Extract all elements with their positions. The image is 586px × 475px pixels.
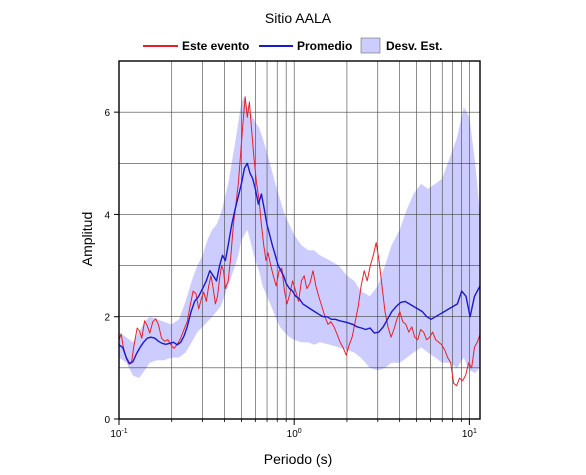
x-tick-label: 100: [287, 428, 302, 440]
series-line-promedio: [118, 162, 481, 365]
y-tick-label: 2: [104, 313, 110, 324]
y-tick-label: 4: [104, 210, 110, 221]
x-tick-label: 101: [462, 428, 477, 440]
series-line-evento: [118, 96, 481, 387]
chart-title: Sitio AALA: [265, 10, 332, 26]
legend-label-promedio: Promedio: [297, 39, 352, 53]
y-tick-label: 6: [104, 108, 110, 119]
legend-swatch-desv: [360, 37, 381, 54]
plot-frame: [118, 60, 481, 420]
y-tick-label: 0: [104, 415, 110, 426]
x-axis-label: Periodo (s): [264, 451, 332, 467]
grid: [119, 61, 480, 419]
plot-area: 0 2 4 6 10-1 100 101: [104, 60, 481, 440]
legend: Este evento Promedio Desv. Est.: [143, 37, 442, 54]
x-tick-label: 10-1: [110, 428, 127, 440]
y-axis-label: Amplitud: [79, 212, 95, 266]
legend-label-desv: Desv. Est.: [386, 39, 442, 53]
std-dev-band: [119, 96, 480, 379]
legend-label-evento: Este evento: [182, 39, 249, 53]
